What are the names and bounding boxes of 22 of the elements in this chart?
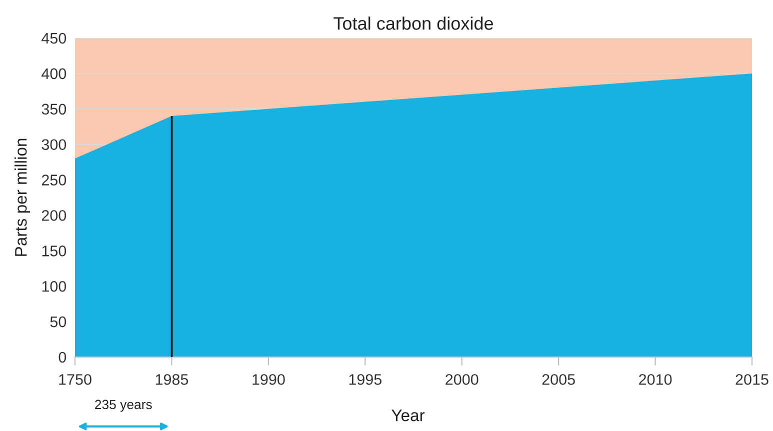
y-tick-label: 200 bbox=[42, 210, 66, 221]
x-tick-label: 1990 bbox=[252, 374, 285, 385]
y-tick-label: 250 bbox=[42, 174, 66, 186]
x-tick-label: 2000 bbox=[446, 374, 478, 385]
x-tick-label: 1995 bbox=[349, 374, 382, 385]
text: 235 years bbox=[95, 400, 152, 412]
y-tick-label: 100 bbox=[42, 280, 66, 292]
y-tick-label: 50 bbox=[50, 316, 66, 328]
y-tick-label: 300 bbox=[42, 139, 66, 150]
y-tick-label: 400 bbox=[42, 68, 66, 80]
x-tick-label: 1985 bbox=[156, 374, 188, 385]
y-tick-label: 150 bbox=[42, 246, 66, 256]
y-tick-label: 350 bbox=[42, 104, 66, 115]
y-axis-title: Parts per million bbox=[14, 138, 30, 256]
x-axis-title: Year bbox=[392, 410, 425, 422]
chart-title: Total carbon dioxide bbox=[334, 16, 493, 30]
x-tick-label: 2005 bbox=[542, 374, 575, 385]
x-tick-label: 1750 bbox=[59, 374, 92, 385]
y-tick-label: 450 bbox=[42, 32, 66, 44]
x-tick-label: 2010 bbox=[639, 374, 672, 385]
y-tick-label: 0 bbox=[58, 352, 66, 363]
x-tick-label: 2015 bbox=[736, 374, 768, 385]
